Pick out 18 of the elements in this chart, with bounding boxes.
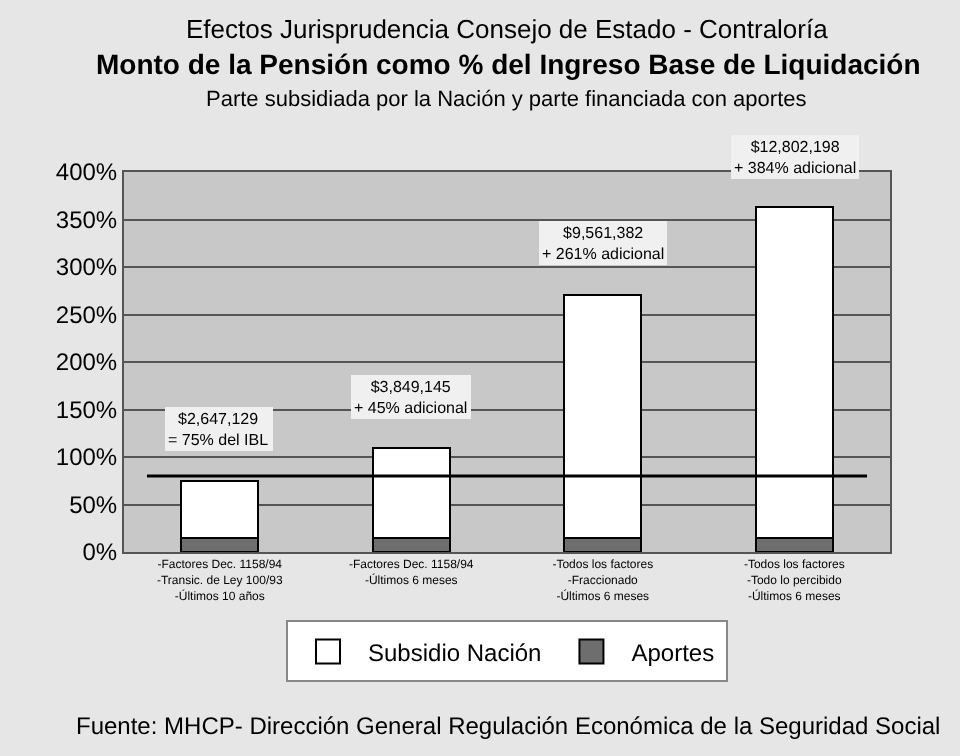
- annotation: $2,647,129 = 75% del IBL: [168, 410, 270, 449]
- y-tick-label: 200%: [55, 348, 118, 377]
- chart-subtitle: Monto de la Pensión como % del Ingreso Base de Liquidación Parte subsidiada por la Nación y parte financiada con aportes: [96, 48, 921, 112]
- chart-title: Efectos Jurisprudencia Consejo de Estado - Contraloría: [186, 14, 830, 44]
- legend-label: Aportes: [631, 638, 715, 667]
- y-tick-label: 50%: [69, 490, 118, 519]
- y-tick-label: 0%: [82, 538, 118, 567]
- y-tick-label: 400%: [55, 158, 118, 187]
- legend-label: Subsidio Nación: [368, 638, 542, 667]
- annotation: $12,802,198 + 384% adicional: [734, 138, 857, 177]
- y-tick-label: 250%: [55, 300, 118, 329]
- y-tick-label: 100%: [55, 443, 118, 472]
- y-tick-label: 350%: [55, 205, 118, 234]
- y-tick-label: 300%: [55, 253, 118, 282]
- y-tick-label: 150%: [55, 395, 118, 424]
- source-note: Fuente: MHCP- Dirección General Regulación Económica de la Seguridad Social: [76, 712, 941, 740]
- annotation: $3,849,145 + 45% adicional: [354, 378, 468, 417]
- annotation: $9,561,382 + 261% adicional: [542, 224, 665, 263]
